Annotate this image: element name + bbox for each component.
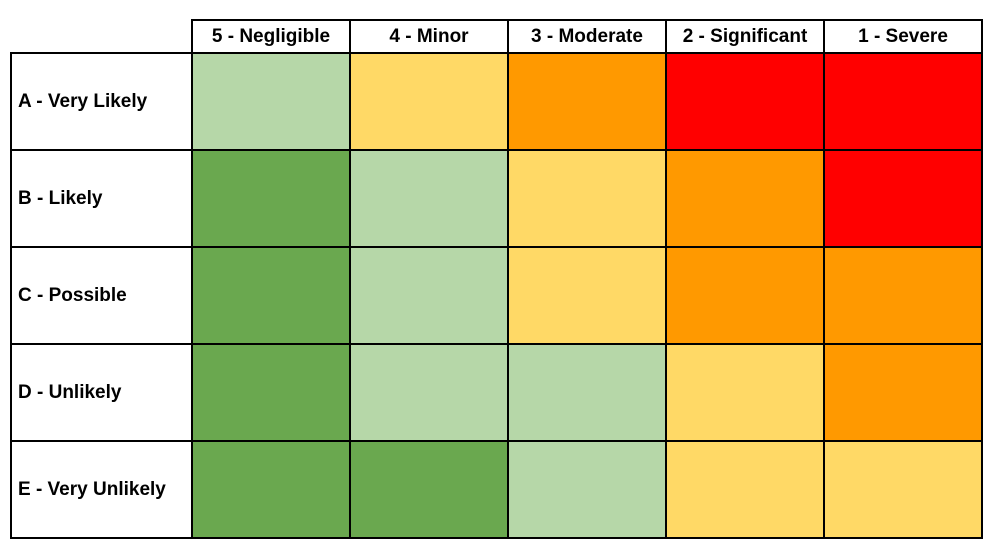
risk-cell (823, 440, 983, 539)
risk-cell (665, 246, 825, 345)
risk-cell (349, 246, 509, 345)
risk-cell (665, 52, 825, 151)
risk-cell (507, 343, 667, 442)
risk-cell (665, 440, 825, 539)
risk-cell (823, 52, 983, 151)
risk-cell (823, 246, 983, 345)
risk-cell (349, 52, 509, 151)
risk-cell (823, 343, 983, 442)
risk-cell (191, 149, 351, 248)
column-header: 1 - Severe (823, 19, 983, 54)
risk-cell (349, 343, 509, 442)
risk-cell (191, 440, 351, 539)
row-header: C - Possible (10, 246, 193, 345)
risk-cell (507, 246, 667, 345)
risk-cell (665, 343, 825, 442)
risk-cell (191, 246, 351, 345)
risk-cell (191, 343, 351, 442)
risk-cell (349, 149, 509, 248)
risk-cell (507, 440, 667, 539)
row-header: D - Unlikely (10, 343, 193, 442)
row-header: B - Likely (10, 149, 193, 248)
row-header: E - Very Unlikely (10, 440, 193, 539)
column-header: 5 - Negligible (191, 19, 351, 54)
column-header: 3 - Moderate (507, 19, 667, 54)
risk-cell (191, 52, 351, 151)
column-header: 2 - Significant (665, 19, 825, 54)
row-header: A - Very Likely (10, 52, 193, 151)
risk-cell (507, 149, 667, 248)
risk-cell (665, 149, 825, 248)
risk-cell (507, 52, 667, 151)
column-header: 4 - Minor (349, 19, 509, 54)
risk-cell (823, 149, 983, 248)
risk-cell (349, 440, 509, 539)
